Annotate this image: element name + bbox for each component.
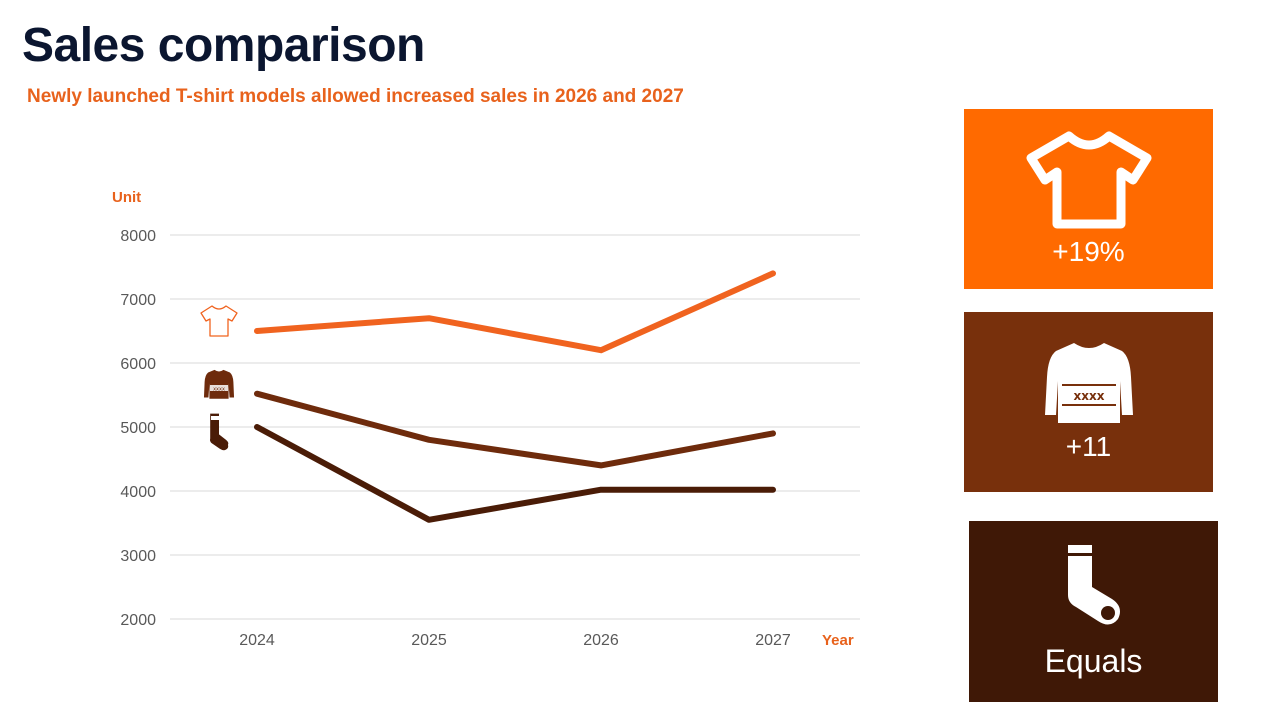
series-icons: xxxx bbox=[200, 305, 238, 451]
x-tick-label: 2027 bbox=[755, 632, 791, 649]
tshirt-change-value: +19% bbox=[1052, 236, 1125, 267]
y-tick-label: 5000 bbox=[120, 420, 156, 437]
page-title: Sales comparison bbox=[22, 19, 425, 72]
x-axis-label: Year bbox=[822, 632, 854, 649]
x-tick-label: 2025 bbox=[411, 632, 447, 649]
socks-series-line bbox=[254, 424, 776, 523]
x-tick-label: 2026 bbox=[583, 632, 619, 649]
y-tick-label: 2000 bbox=[120, 612, 156, 629]
x-tick-labels: 2024 2025 2026 2027 bbox=[239, 632, 791, 649]
y-tick-label: 4000 bbox=[120, 484, 156, 501]
sweater-summary-card: xxxx +11 bbox=[964, 312, 1213, 492]
tshirt-legend-icon bbox=[200, 305, 238, 337]
sweater-series-line bbox=[254, 390, 776, 469]
tshirt-icon bbox=[1026, 131, 1151, 229]
y-tick-labels: 2000 3000 4000 5000 6000 7000 8000 bbox=[120, 228, 156, 629]
y-tick-label: 3000 bbox=[120, 548, 156, 565]
y-tick-label: 7000 bbox=[120, 292, 156, 309]
y-axis-label: Unit bbox=[112, 189, 141, 206]
grid-lines bbox=[170, 234, 860, 620]
series-lines bbox=[254, 270, 776, 523]
tshirt-summary-card: +19% bbox=[964, 109, 1213, 289]
svg-text:xxxx: xxxx bbox=[1073, 389, 1104, 403]
svg-text:xxxx: xxxx bbox=[213, 387, 225, 393]
y-tick-label: 8000 bbox=[120, 228, 156, 245]
tshirt-series-line bbox=[254, 270, 776, 354]
sweater-icon: xxxx bbox=[1044, 343, 1133, 423]
y-tick-label: 6000 bbox=[120, 356, 156, 373]
socks-icon bbox=[1067, 545, 1120, 625]
socks-change-value: Equals bbox=[1044, 643, 1143, 679]
sweater-legend-icon: xxxx bbox=[203, 369, 235, 399]
socks-summary-card: Equals bbox=[969, 521, 1218, 702]
x-tick-label: 2024 bbox=[239, 632, 275, 649]
sweater-change-value: +11 bbox=[1065, 431, 1112, 462]
page-subtitle: Newly launched T-shirt models allowed in… bbox=[27, 86, 684, 107]
socks-legend-icon bbox=[210, 413, 236, 451]
